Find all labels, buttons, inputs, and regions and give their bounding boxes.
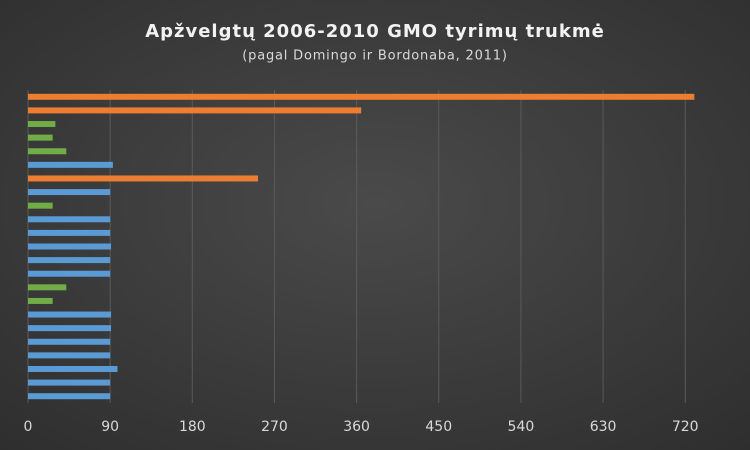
bar xyxy=(28,121,56,128)
bar xyxy=(28,325,112,332)
bar xyxy=(28,270,111,277)
bar xyxy=(28,311,112,318)
x-tick-label: 180 xyxy=(179,419,206,435)
bar xyxy=(28,93,695,100)
bar xyxy=(28,202,53,209)
chart-subtitle: (pagal Domingo ir Bordonaba, 2011) xyxy=(242,49,507,64)
bar xyxy=(28,379,111,386)
chart-title: Apžvelgtų 2006-2010 GMO tyrimų trukmė xyxy=(145,21,605,42)
bar xyxy=(28,257,111,264)
bar xyxy=(28,229,111,236)
x-tick-label: 360 xyxy=(343,419,370,435)
bar xyxy=(28,352,111,359)
bar xyxy=(28,393,111,400)
x-tick-label: 0 xyxy=(24,419,33,435)
bar xyxy=(28,243,112,250)
bar xyxy=(28,216,111,223)
bar xyxy=(28,161,113,168)
bar xyxy=(28,148,67,155)
bar xyxy=(28,338,111,345)
bar xyxy=(28,134,53,141)
x-tick-label: 270 xyxy=(261,419,288,435)
x-tick-label: 630 xyxy=(590,419,617,435)
x-tick-label: 90 xyxy=(101,419,119,435)
bar xyxy=(28,189,111,196)
bar xyxy=(28,107,362,114)
bar xyxy=(28,284,67,291)
bar xyxy=(28,365,118,372)
x-tick-label: 540 xyxy=(508,419,535,435)
x-tick-label: 720 xyxy=(672,419,699,435)
x-tick-label: 450 xyxy=(425,419,452,435)
bar xyxy=(28,175,259,182)
bar xyxy=(28,297,53,304)
